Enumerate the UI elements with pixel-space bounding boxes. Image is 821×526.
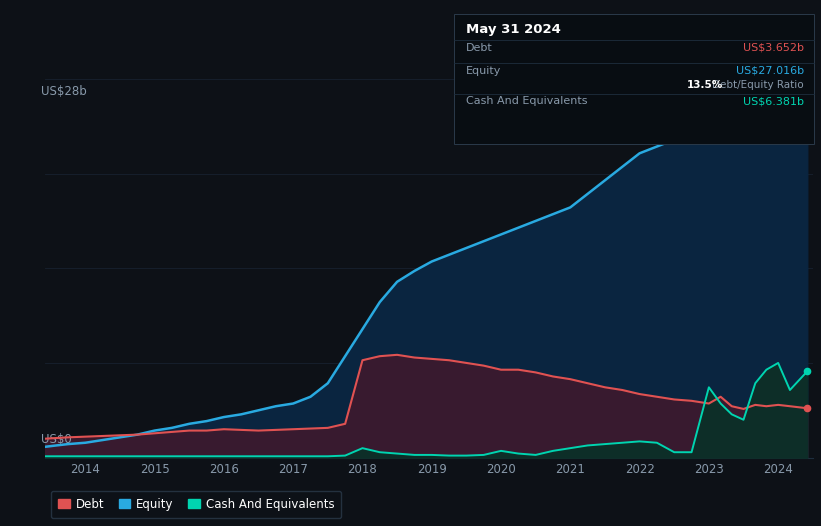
Text: Debt/Equity Ratio: Debt/Equity Ratio <box>712 80 804 90</box>
Text: US$27.016b: US$27.016b <box>736 66 804 76</box>
Text: US$0: US$0 <box>41 433 72 446</box>
Text: Equity: Equity <box>466 66 502 76</box>
Text: US$3.652b: US$3.652b <box>743 43 804 53</box>
Text: May 31 2024: May 31 2024 <box>466 23 562 36</box>
Text: US$28b: US$28b <box>41 85 87 98</box>
Text: US$6.381b: US$6.381b <box>743 96 804 106</box>
Legend: Debt, Equity, Cash And Equivalents: Debt, Equity, Cash And Equivalents <box>51 491 342 518</box>
Text: Debt: Debt <box>466 43 493 53</box>
Text: Cash And Equivalents: Cash And Equivalents <box>466 96 588 106</box>
Text: 13.5%: 13.5% <box>687 80 723 90</box>
